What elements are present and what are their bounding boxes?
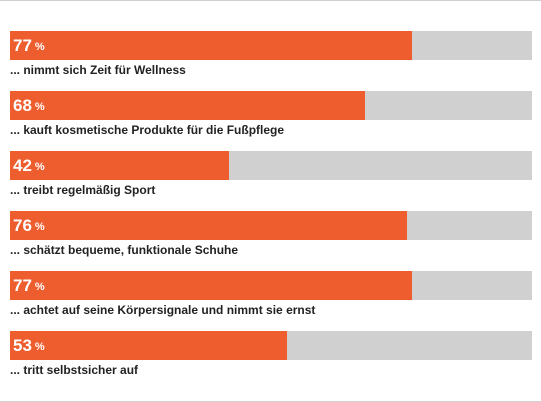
bar-value-label: 68% <box>13 91 45 120</box>
bar-row: 77% ... achtet auf seine Körpersignale un… <box>10 271 532 331</box>
bar-value-number: 53 <box>13 336 32 355</box>
bar-value-unit: % <box>34 281 45 293</box>
bar-value-number: 76 <box>13 216 32 235</box>
bar-fill <box>10 211 407 240</box>
bar-fill <box>10 271 412 300</box>
bar-track <box>10 151 532 180</box>
bar-fill <box>10 331 287 360</box>
bar-category-label: ... schätzt bequeme, funktionale Schuhe <box>10 243 239 257</box>
horizontal-bar-chart: 77% ... nimmt sich Zeit für Wellness 68%..… <box>10 31 532 391</box>
bar-value-label: 42% <box>13 151 45 180</box>
bar-track <box>10 211 532 240</box>
bar-track <box>10 271 532 300</box>
bar-value-number: 77 <box>13 276 32 295</box>
bar-track <box>10 31 532 60</box>
bar-category-label: ... nimmt sich Zeit für Wellness <box>10 63 186 77</box>
bar-value-number: 68 <box>13 96 32 115</box>
bar-track <box>10 331 532 360</box>
bar-value-number: 77 <box>13 36 32 55</box>
bar-fill <box>10 31 412 60</box>
bar-value-label: 77% <box>13 271 45 300</box>
bar-category-label: ... tritt selbstsicher auf <box>10 363 139 377</box>
bar-value-unit: % <box>34 161 45 173</box>
bar-row: 76% ... schätzt bequeme, funktionale Schu… <box>10 211 532 271</box>
bar-value-number: 42 <box>13 156 32 175</box>
bar-fill <box>10 151 229 180</box>
bar-value-unit: % <box>34 41 45 53</box>
bar-value-unit: % <box>34 341 45 353</box>
top-divider <box>0 0 541 1</box>
bar-value-label: 77% <box>13 31 45 60</box>
bar-track <box>10 91 532 120</box>
bar-fill <box>10 91 365 120</box>
bar-category-label: ... treibt regelmäßig Sport <box>10 183 156 197</box>
bar-category-label: ... achtet auf seine Körpersignale und n… <box>10 303 316 317</box>
bar-value-label: 76% <box>13 211 45 240</box>
bar-row: 68% ... kauft kosmetische Produkte für di… <box>10 91 532 151</box>
bar-value-unit: % <box>34 221 45 233</box>
bar-row: 42% ... treibt regelmäßig Sport <box>10 151 532 211</box>
bar-value-unit: % <box>34 101 45 113</box>
bar-row: 53% ... tritt selbstsicher auf <box>10 331 532 391</box>
bar-row: 77% ... nimmt sich Zeit für Wellness <box>10 31 532 91</box>
bar-value-label: 53% <box>13 331 45 360</box>
bar-category-label: ... kauft kosmetische Produkte für die F… <box>10 123 285 137</box>
